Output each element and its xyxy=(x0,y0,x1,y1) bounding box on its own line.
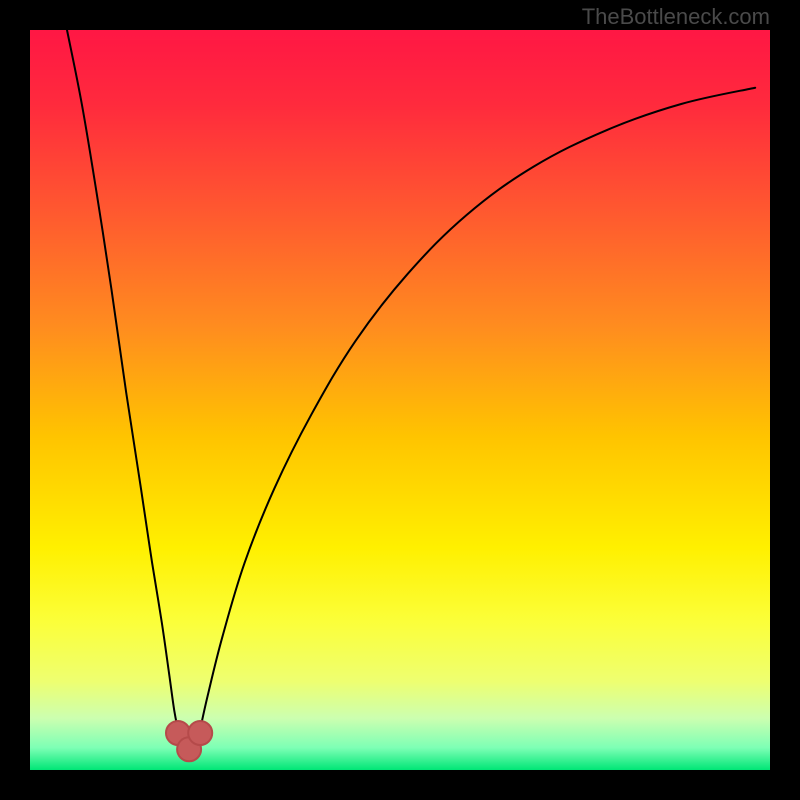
marker-point-2 xyxy=(188,721,212,745)
figure-container: TheBottleneck.com xyxy=(0,0,800,800)
watermark-text: TheBottleneck.com xyxy=(582,4,770,30)
curve-left xyxy=(67,30,178,729)
curve-layer xyxy=(0,0,800,800)
curve-right xyxy=(200,88,755,730)
